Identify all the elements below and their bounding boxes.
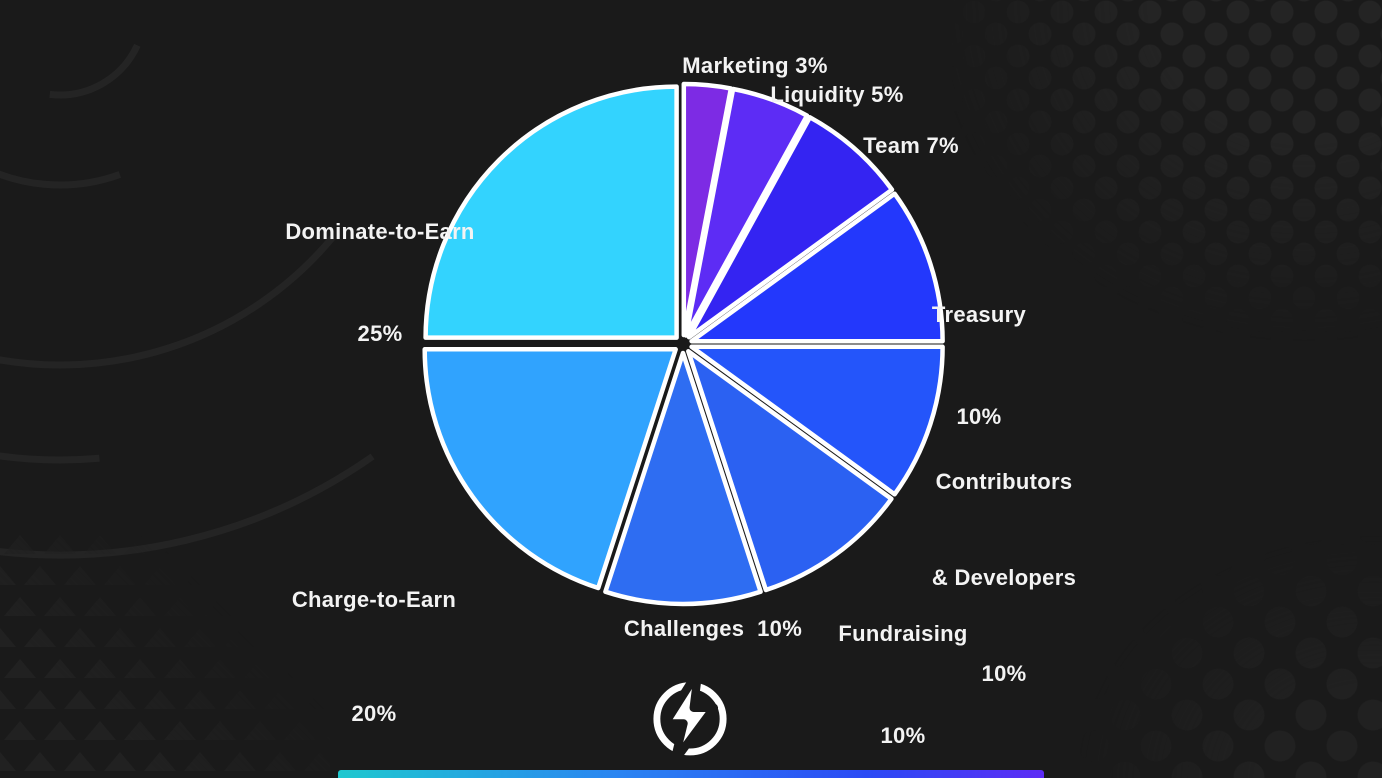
label-dominate-to-earn: Dominate-to-Earn 25% xyxy=(285,147,474,419)
label-fundraising-name: Fundraising xyxy=(838,621,968,646)
label-fundraising-value: 10% xyxy=(880,723,926,748)
label-contributors-line1: Contributors xyxy=(935,469,1073,494)
label-marketing: Marketing 3% xyxy=(682,53,828,78)
label-team: Team 7% xyxy=(863,133,959,158)
pie-slice-liquidity xyxy=(683,86,810,338)
label-contributors-developers: Contributors & Developers 10% xyxy=(932,402,1076,754)
label-dominate-value: 25% xyxy=(357,321,403,346)
label-contributors-line2: & Developers xyxy=(931,565,1077,590)
pie-slice-challenges xyxy=(603,350,763,607)
pie-slice-marketing xyxy=(681,81,734,338)
label-contributors-value: 10% xyxy=(981,661,1027,686)
label-dominate-name: Dominate-to-Earn xyxy=(285,219,475,244)
label-charge-name: Charge-to-Earn xyxy=(291,587,457,612)
pie-slice-treasury xyxy=(689,191,945,344)
pie-slice-team xyxy=(686,115,895,340)
gradient-accent-strip xyxy=(338,770,1044,778)
lightning-bolt-logo-icon xyxy=(653,671,727,763)
label-fundraising: Fundraising 10% xyxy=(838,549,967,778)
label-charge-value: 20% xyxy=(351,701,397,726)
label-treasury: Treasury 10% xyxy=(932,230,1026,502)
label-charge-to-earn: Charge-to-Earn 20% xyxy=(292,505,456,778)
pie-slice-contributors-developers xyxy=(689,344,945,497)
label-treasury-value: 10% xyxy=(956,404,1002,429)
label-liquidity: Liquidity 5% xyxy=(770,82,904,107)
pie-slice-charge-to-earn xyxy=(422,347,678,591)
label-challenges: Challenges 10% xyxy=(623,616,803,641)
pie-slice-fundraising xyxy=(686,349,894,593)
label-treasury-name: Treasury xyxy=(931,302,1027,327)
pie-slice-dominate-to-earn xyxy=(423,84,679,340)
